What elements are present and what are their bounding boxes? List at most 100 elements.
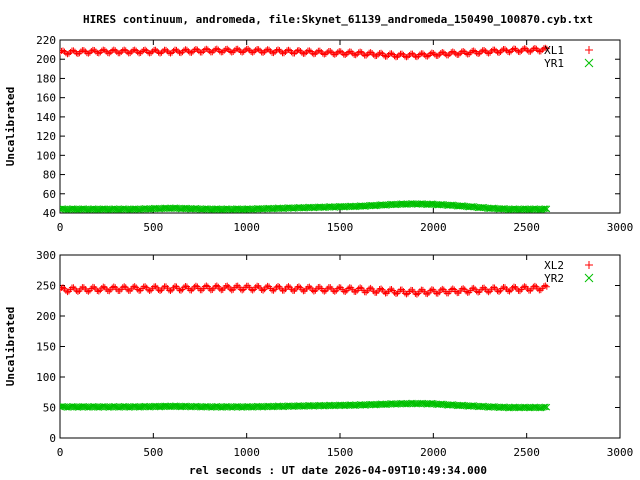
x-tick-label: 2500: [513, 446, 540, 459]
y-tick-label: 150: [36, 341, 56, 354]
data-point: [295, 47, 302, 54]
data-point: [306, 283, 313, 290]
y-tick-label: 160: [36, 92, 56, 105]
data-point: [131, 283, 138, 290]
data-point: [70, 47, 77, 54]
data-point: [95, 288, 102, 295]
y-tick-label: 200: [36, 310, 56, 323]
y-tick-label: 200: [36, 53, 56, 66]
data-point: [98, 47, 105, 54]
data-point: [463, 50, 470, 57]
data-point: [506, 288, 513, 295]
data-point: [294, 284, 301, 291]
x-tick-label: 1000: [233, 446, 260, 459]
data-point: [121, 283, 128, 290]
data-point: [434, 53, 441, 60]
data-point: [145, 286, 152, 293]
data-point: [391, 289, 398, 296]
data-point: [363, 52, 370, 59]
data-point: [227, 286, 234, 293]
data-point: [452, 50, 459, 57]
legend-marker: [585, 261, 593, 269]
data-point: [481, 47, 488, 54]
x-tick-label: 1500: [327, 446, 354, 459]
data-point: [260, 49, 267, 56]
data-point: [192, 282, 199, 289]
chart-title: HIRES continuum, andromeda, file:Skynet_…: [83, 13, 593, 26]
data-point: [427, 287, 434, 294]
data-point: [85, 288, 92, 295]
data-point: [146, 287, 153, 294]
data-point: [342, 51, 349, 58]
data-point: [384, 53, 391, 60]
y-tick-label: 180: [36, 72, 56, 85]
data-point: [116, 50, 123, 57]
data-point: [506, 49, 513, 56]
data-point: [357, 284, 364, 291]
series-xl2: [60, 282, 550, 298]
data-point: [74, 288, 81, 295]
data-point: [298, 286, 305, 293]
data-point: [134, 286, 141, 293]
data-point: [541, 205, 549, 212]
x-tick-label: 3000: [607, 221, 634, 234]
data-point: [485, 289, 492, 296]
data-point: [424, 53, 431, 60]
data-point: [367, 49, 374, 56]
data-point: [188, 49, 195, 56]
data-point: [373, 53, 380, 60]
data-point: [291, 50, 298, 57]
data-point: [212, 283, 219, 290]
data-point: [95, 50, 102, 57]
data-point: [509, 46, 516, 53]
x-tick-label: 1000: [233, 221, 260, 234]
data-point: [542, 44, 549, 51]
data-point: [228, 287, 235, 294]
data-point: [85, 50, 92, 57]
data-point: [439, 285, 446, 292]
data-point: [403, 291, 410, 298]
data-point: [249, 287, 256, 294]
legend-label: XL2: [544, 259, 564, 272]
data-point: [152, 46, 159, 53]
data-point: [310, 288, 317, 295]
data-point: [334, 285, 341, 292]
data-point: [209, 49, 216, 56]
y-tick-label: 100: [36, 149, 56, 162]
data-point: [502, 46, 509, 53]
data-point: [309, 50, 316, 57]
data-point: [352, 52, 359, 59]
data-point: [376, 286, 383, 293]
x-tick-label: 3000: [607, 446, 634, 459]
data-point: [463, 288, 470, 295]
data-point: [213, 45, 220, 52]
data-point: [167, 50, 174, 57]
data-point: [263, 284, 270, 291]
data-point: [127, 50, 134, 57]
data-point: [177, 287, 184, 294]
data-point: [398, 50, 405, 57]
data-point: [367, 284, 374, 291]
x-axis-label: rel seconds : UT date 2026-04-09T10:49:3…: [189, 464, 487, 477]
data-point: [430, 49, 437, 56]
y-tick-label: 250: [36, 280, 56, 293]
data-point: [177, 50, 184, 57]
data-point: [285, 46, 292, 53]
data-point: [509, 284, 516, 291]
data-point: [167, 287, 174, 294]
data-point: [224, 45, 231, 52]
y-tick-label: 220: [36, 34, 56, 47]
data-point: [321, 288, 328, 295]
data-point: [496, 49, 503, 56]
y-tick-label: 50: [43, 402, 56, 415]
data-point: [245, 45, 252, 52]
data-point: [491, 46, 498, 53]
data-point: [180, 47, 187, 54]
data-point: [270, 50, 277, 57]
data-point: [60, 286, 63, 293]
data-point: [130, 283, 137, 290]
data-point: [252, 284, 259, 291]
data-point: [301, 50, 308, 57]
data-point: [94, 288, 101, 295]
data-point: [388, 286, 395, 293]
